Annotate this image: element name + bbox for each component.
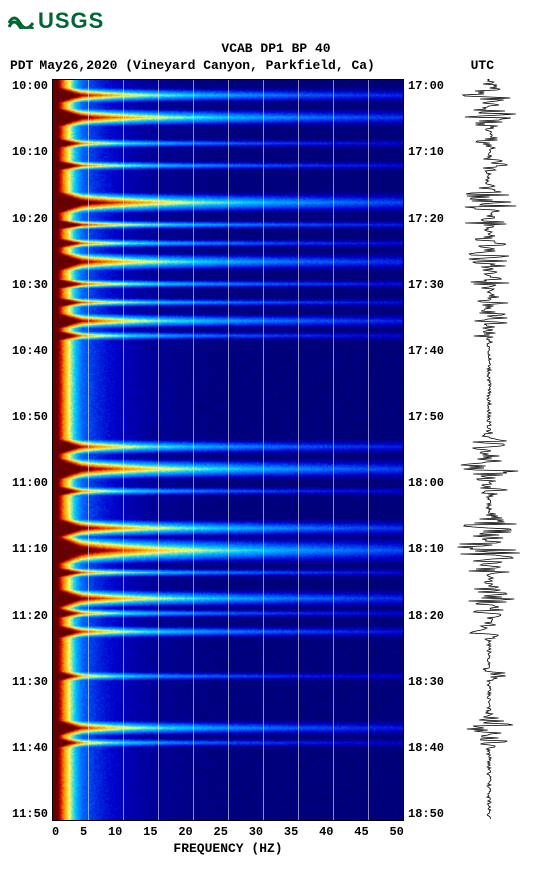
time-axis-right: 17:00 17:10 17:20 17:30 17:40 17:50 18:00 18:10… <box>404 79 448 821</box>
grid-line <box>123 80 124 820</box>
grid-line <box>333 80 334 820</box>
time-tick-left: 11:40 <box>8 741 48 755</box>
grid-line <box>263 80 264 820</box>
grid-line <box>368 80 369 820</box>
usgs-wave-icon <box>8 9 34 35</box>
tz-left-label: PDT <box>10 58 33 73</box>
time-tick-right: 17:20 <box>408 212 448 226</box>
time-tick-left: 10:30 <box>8 278 48 292</box>
frequency-axis: 0 5 10 15 20 25 30 35 40 45 50 <box>52 825 404 839</box>
seismogram-panel <box>454 79 524 819</box>
time-tick-left: 11:00 <box>8 476 48 490</box>
chart-subtitle: May26,2020 (Vineyard Canyon, Parkfield, … <box>33 58 470 73</box>
time-tick-right: 17:00 <box>408 79 448 93</box>
freq-tick: 40 <box>319 825 333 839</box>
time-tick-right: 18:20 <box>408 609 448 623</box>
time-tick-right: 18:30 <box>408 675 448 689</box>
time-tick-left: 11:50 <box>8 807 48 821</box>
time-tick-right: 18:10 <box>408 542 448 556</box>
freq-tick: 30 <box>249 825 263 839</box>
time-tick-left: 11:20 <box>8 609 48 623</box>
time-tick-right: 17:10 <box>408 145 448 159</box>
time-tick-left: 10:40 <box>8 344 48 358</box>
time-tick-left: 11:30 <box>8 675 48 689</box>
freq-tick: 20 <box>178 825 192 839</box>
time-tick-left: 10:50 <box>8 410 48 424</box>
time-axis-left: 10:00 10:10 10:20 10:30 10:40 10:50 11:00 11:10… <box>8 79 52 821</box>
usgs-logo-text: USGS <box>38 8 104 33</box>
time-tick-right: 18:00 <box>408 476 448 490</box>
freq-tick: 45 <box>354 825 368 839</box>
time-tick-left: 10:00 <box>8 79 48 93</box>
freq-tick: 10 <box>108 825 122 839</box>
time-tick-right: 18:40 <box>408 741 448 755</box>
freq-tick: 35 <box>284 825 298 839</box>
time-tick-right: 17:30 <box>408 278 448 292</box>
freq-tick: 5 <box>80 825 87 839</box>
chart-title: VCAB DP1 BP 40 <box>8 41 544 56</box>
chart-subtitle-row: PDT May26,2020 (Vineyard Canyon, Parkfie… <box>8 58 544 73</box>
grid-line <box>228 80 229 820</box>
grid-line <box>298 80 299 820</box>
usgs-logo: USGS <box>8 8 544 35</box>
time-tick-left: 11:10 <box>8 542 48 556</box>
freq-tick: 25 <box>214 825 228 839</box>
grid-line <box>193 80 194 820</box>
grid-line <box>158 80 159 820</box>
freq-tick: 0 <box>52 825 59 839</box>
spectrogram-panel <box>52 79 404 821</box>
time-tick-left: 10:20 <box>8 212 48 226</box>
seismogram-waveform <box>454 79 524 819</box>
tz-right-label: UTC <box>471 58 534 73</box>
time-tick-right: 17:40 <box>408 344 448 358</box>
time-tick-right: 17:50 <box>408 410 448 424</box>
time-tick-left: 10:10 <box>8 145 48 159</box>
frequency-axis-label: FREQUENCY (HZ) <box>52 841 404 856</box>
plot-row: 10:00 10:10 10:20 10:30 10:40 10:50 11:00 11:10… <box>8 79 544 821</box>
freq-tick: 50 <box>389 825 403 839</box>
time-tick-right: 18:50 <box>408 807 448 821</box>
grid-line <box>88 80 89 820</box>
freq-tick: 15 <box>143 825 157 839</box>
